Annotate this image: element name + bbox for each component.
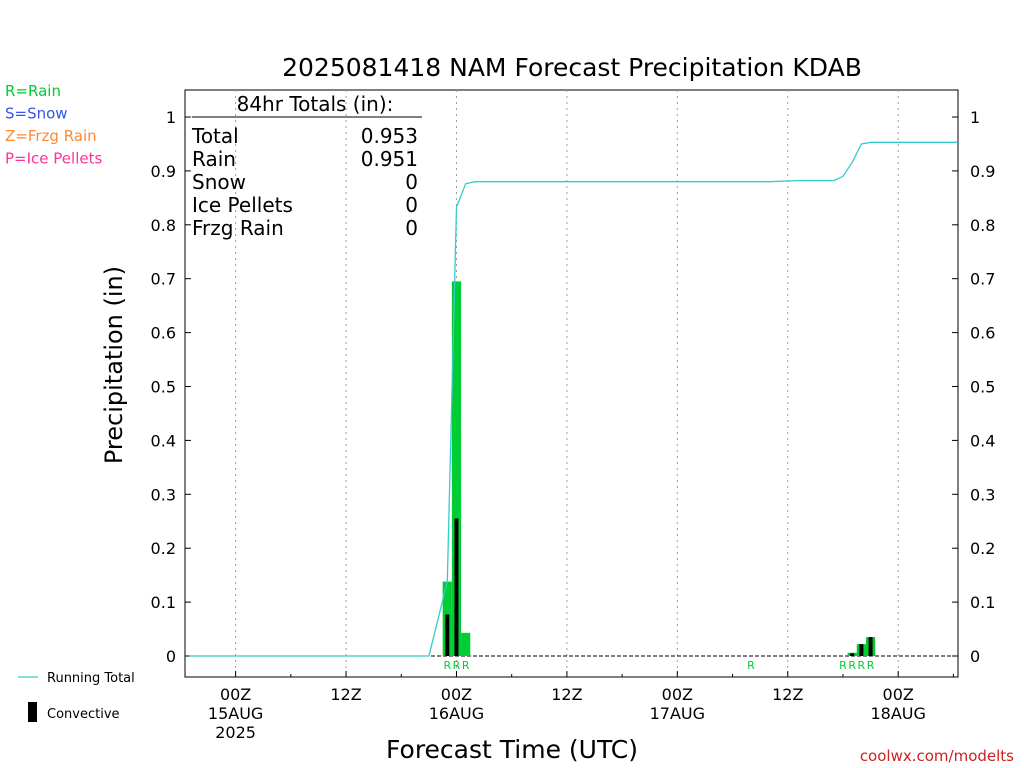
convective-bar	[850, 653, 855, 656]
x-tick-date: 17AUG	[650, 704, 705, 723]
y-tick-label-right: 0.2	[970, 539, 995, 558]
convective-bar	[445, 614, 450, 656]
y-tick-label-left: 0.3	[151, 485, 176, 504]
ptype-legend: R=Rain S=Snow Z=Frzg Rain P=Ice Pellets	[5, 82, 102, 168]
y-tick-label-right: 0.7	[970, 270, 995, 289]
convective-bar	[868, 637, 873, 656]
y-axis-right: 0 0.1 0.2 0.3 0.4 0.5 0.6 0.7 0.8 0.9 1	[952, 108, 995, 666]
y-tick-label-left: 0.8	[151, 216, 176, 235]
y-tick-label-left: 0.7	[151, 270, 176, 289]
ptype-marker: R	[453, 659, 461, 672]
y-tick-label-left: 0.5	[151, 378, 176, 397]
y-tick-label-right: 0.1	[970, 593, 995, 612]
bottom-legend: Running Total Convective	[18, 671, 135, 722]
running-total-line	[189, 141, 958, 657]
ptype-marker: R	[839, 659, 847, 672]
plot-frame	[184, 89, 959, 678]
y-tick-label-right: 0	[970, 647, 980, 666]
rain-bar	[451, 281, 462, 656]
x-tick-label: 00Z	[441, 685, 472, 704]
credit-text: coolwx.com/modelts	[860, 747, 1014, 765]
x-tick-label: 12Z	[551, 685, 582, 704]
convective-bar	[859, 644, 864, 656]
x-tick-label: 12Z	[330, 685, 361, 704]
y-tick-label-left: 0.2	[151, 539, 176, 558]
y-tick-label-right: 0.3	[970, 485, 995, 504]
rain-bar	[461, 632, 471, 656]
y-tick-label-right: 1	[970, 108, 980, 127]
x-tick-date: 16AUG	[429, 704, 484, 723]
ptype-marker: R	[462, 659, 470, 672]
x-tick-label: 00Z	[220, 685, 251, 704]
convective-legend-swatch	[28, 702, 37, 722]
totals-row-value: 0.953	[361, 124, 418, 148]
totals-row-label: Snow	[192, 170, 246, 194]
y-tick-label-right: 0.6	[970, 324, 995, 343]
y-tick-label-right: 0.9	[970, 162, 995, 181]
x-tick-date: 18AUG	[870, 704, 925, 723]
x-axis-label: Forecast Time (UTC)	[386, 735, 638, 764]
totals-heading: 84hr Totals (in):	[237, 92, 394, 116]
y-tick-label-left: 0.6	[151, 324, 176, 343]
y-axis-label: Precipitation (in)	[100, 266, 128, 464]
convective-bar	[454, 518, 459, 656]
y-tick-label-right: 0.8	[970, 216, 995, 235]
ptype-marker: R	[858, 659, 866, 672]
y-tick-label-left: 0.9	[151, 162, 176, 181]
totals-row-value: 0.951	[361, 147, 418, 171]
ptype-marker: R	[747, 659, 755, 672]
totals-row-label: Total	[191, 124, 239, 148]
ptype-marker: R	[848, 659, 856, 672]
totals-row-value: 0	[405, 170, 418, 194]
x-tick-label: 12Z	[772, 685, 803, 704]
x-grid	[235, 90, 899, 677]
ptype-legend-item: R=Rain	[5, 82, 61, 100]
totals-row-label: Frzg Rain	[192, 216, 284, 240]
x-tick-label: 00Z	[662, 685, 693, 704]
totals-row-label: Rain	[192, 147, 236, 171]
y-tick-label-left: 0	[166, 647, 176, 666]
chart-title: 2025081418 NAM Forecast Precipitation KD…	[282, 53, 862, 82]
ptype-legend-item: S=Snow	[5, 105, 68, 123]
running-total-legend-label: Running Total	[47, 671, 135, 686]
y-tick-label-left: 0.4	[151, 431, 176, 450]
y-tick-label-right: 0.4	[970, 431, 995, 450]
rain-bars	[442, 281, 876, 656]
convective-bars	[445, 518, 873, 656]
x-tick-label: 00Z	[883, 685, 914, 704]
y-axis-left: 0 0.1 0.2 0.3 0.4 0.5 0.6 0.7 0.8 0.9 1	[151, 108, 191, 666]
convective-legend-label: Convective	[47, 707, 120, 722]
totals-row-label: Ice Pellets	[192, 193, 293, 217]
totals-row-value: 0	[405, 193, 418, 217]
y-tick-label-right: 0.5	[970, 378, 995, 397]
y-tick-label-left: 1	[166, 108, 176, 127]
ptype-marker: R	[867, 659, 875, 672]
totals-box: 84hr Totals (in): Total 0.953 Rain 0.951 Sno…	[191, 92, 422, 240]
y-tick-label-left: 0.1	[151, 593, 176, 612]
ptype-legend-item: Z=Frzg Rain	[5, 127, 97, 145]
x-tick-year: 2025	[215, 723, 256, 742]
ptype-marker: R	[443, 659, 451, 672]
x-tick-date: 15AUG	[208, 704, 263, 723]
ptype-legend-item: P=Ice Pellets	[5, 150, 102, 168]
totals-row-value: 0	[405, 216, 418, 240]
